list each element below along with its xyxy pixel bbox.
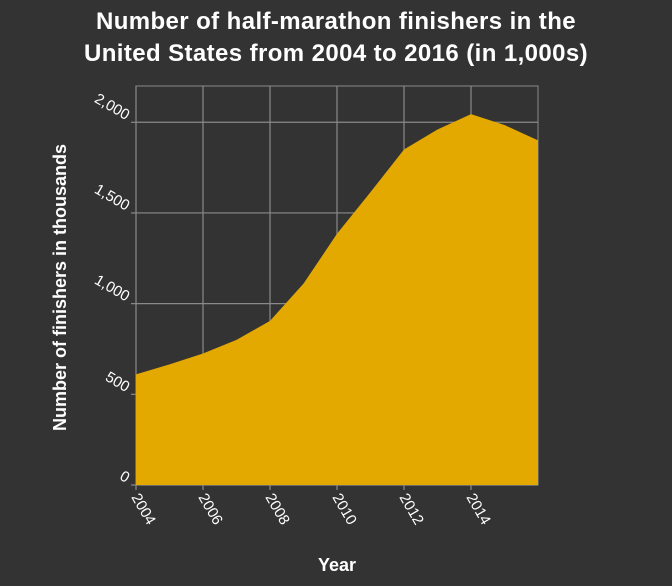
area-series <box>136 114 538 486</box>
y-tick-label: 1,500 <box>91 181 132 214</box>
x-tick-label: 2008 <box>262 491 293 528</box>
x-tick-label: 2012 <box>396 491 427 528</box>
y-axis-title: Number of finishers in thousands <box>50 144 70 431</box>
y-tick-label: 0 <box>117 468 133 487</box>
chart-title-line-1: Number of half-marathon finishers in the <box>95 8 577 35</box>
x-tick-label: 2014 <box>463 491 494 528</box>
x-axis-title: Year <box>318 555 356 575</box>
chart-title-line-2: United States from 2004 to 2016 (in 1,00… <box>83 40 589 67</box>
x-axis-ticks: 2004 2006 2008 2010 2012 2014 <box>128 485 494 528</box>
y-axis-ticks: 0 500 1,000 1,500 2,000 <box>91 90 136 486</box>
x-tick-label: 2010 <box>329 491 360 528</box>
y-tick-label: 500 <box>102 369 132 396</box>
y-tick-label: 2,000 <box>91 90 132 123</box>
x-tick-label: 2004 <box>128 491 159 528</box>
y-tick-label: 1,000 <box>91 272 132 305</box>
x-tick-label: 2006 <box>195 491 226 528</box>
